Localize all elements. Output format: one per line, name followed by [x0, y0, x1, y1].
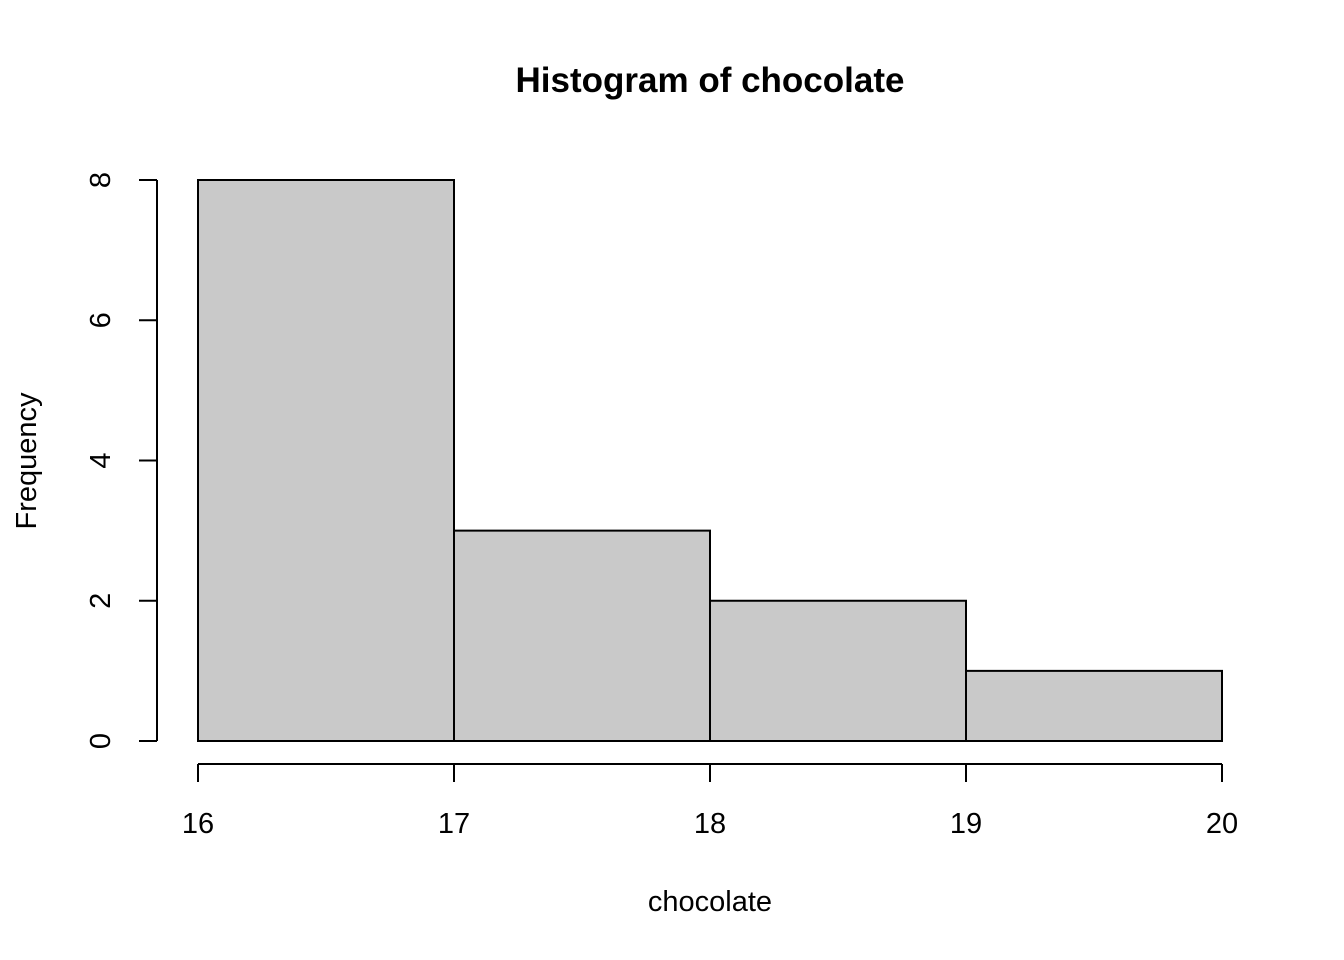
- histogram-bar-3: [965, 669, 1223, 742]
- histogram-bar-2: [709, 599, 967, 742]
- x-axis-label: chocolate: [648, 886, 772, 918]
- x-tick-label-0: 16: [182, 808, 214, 840]
- x-tick-label-4: 20: [1206, 808, 1238, 840]
- y-axis-label: Frequency: [11, 392, 43, 530]
- y-tick-label-2: 4: [85, 452, 117, 468]
- chart-title: Histogram of chocolate: [516, 61, 905, 100]
- y-tick-label-4: 8: [85, 172, 117, 188]
- bars-group: [197, 179, 1223, 742]
- histogram-bar-1: [453, 529, 711, 742]
- histogram-bar-0: [197, 179, 455, 742]
- y-tick-label-3: 6: [85, 312, 117, 328]
- y-axis: 0 2 4 6 8: [85, 172, 158, 749]
- x-axis: 16 17 18 19 20: [182, 763, 1238, 840]
- y-tick-label-0: 0: [85, 733, 117, 749]
- x-tick-label-2: 18: [694, 808, 726, 840]
- x-tick-label-3: 19: [950, 808, 982, 840]
- x-tick-label-1: 17: [438, 808, 470, 840]
- y-tick-label-1: 2: [85, 593, 117, 609]
